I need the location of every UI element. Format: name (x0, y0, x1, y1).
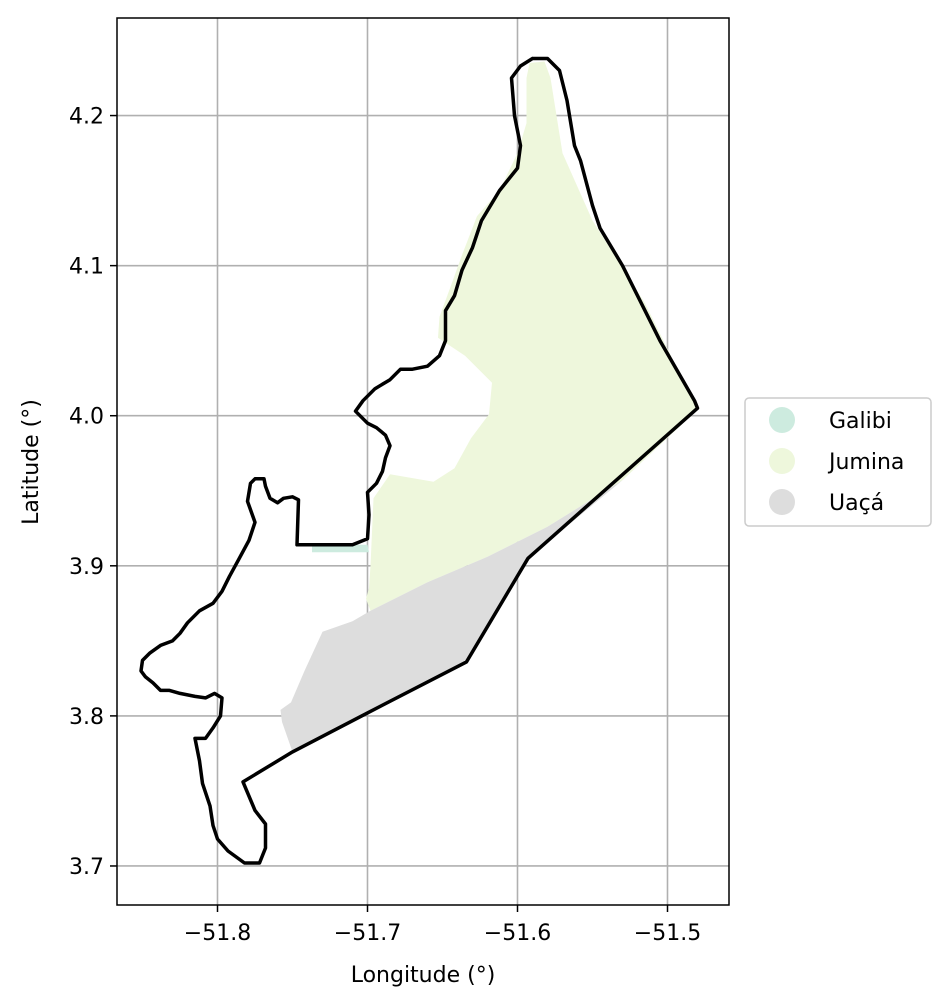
municipality-boundary (139, 56, 700, 865)
legend-marker-uaca (769, 489, 795, 515)
y-tick-label: 3.8 (69, 705, 104, 730)
y-axis-label: Latitude (°) (19, 399, 44, 525)
region-polygons (280, 61, 698, 752)
legend-marker-jumina (769, 448, 795, 474)
x-tick-label: −51.7 (334, 921, 401, 946)
x-tick-label: −51.8 (184, 921, 251, 946)
legend-label-galibi: Galibi (829, 409, 892, 434)
region-jumina (366, 61, 698, 611)
y-tick-label: 4.2 (69, 105, 104, 130)
boundary-outline (139, 56, 700, 865)
plot-frame (116, 17, 730, 906)
legend-label-uaca: Uaçá (829, 491, 884, 516)
legend-marker-galibi (769, 407, 795, 433)
legend-label-jumina: Jumina (827, 450, 904, 475)
x-axis-label: Longitude (°) (351, 963, 496, 988)
y-tick-label: 4.0 (69, 405, 104, 430)
y-tick-label: 3.7 (69, 855, 104, 880)
x-tick-label: −51.5 (634, 921, 701, 946)
y-tick-label: 3.9 (69, 555, 104, 580)
region-galibi (312, 544, 369, 553)
x-axis-ticks: −51.8 −51.7 −51.6 −51.5 (184, 905, 701, 946)
y-axis-ticks: 3.7 3.8 3.9 4.0 4.1 4.2 (69, 105, 117, 880)
y-tick-label: 4.1 (69, 255, 104, 280)
legend: Galibi Jumina Uaçá (744, 397, 932, 527)
x-tick-label: −51.6 (484, 921, 551, 946)
